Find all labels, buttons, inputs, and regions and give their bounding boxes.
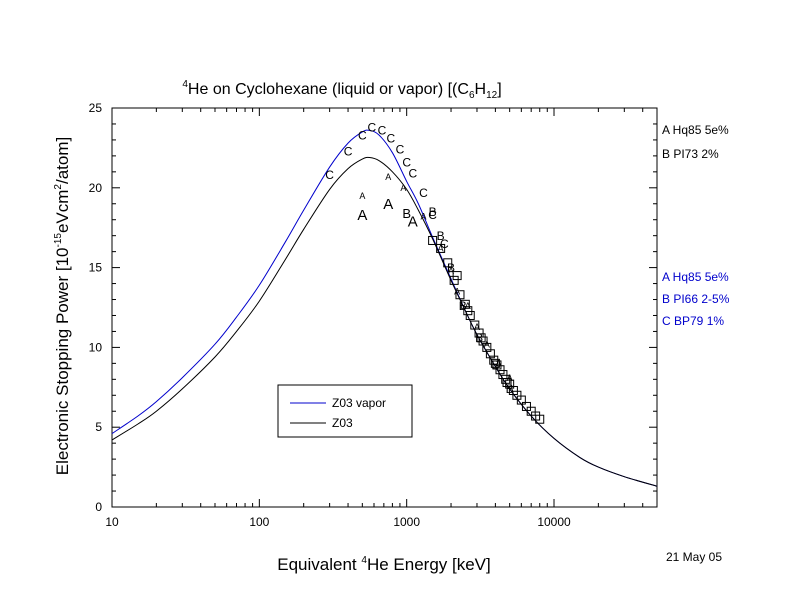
data-point-square xyxy=(521,401,531,411)
ylabel-exp1: -15 xyxy=(53,233,64,248)
ref-blue-b: B PI66 2-5% xyxy=(662,292,730,306)
data-point-b: B xyxy=(429,205,437,219)
title-isotope: 4 xyxy=(182,79,188,90)
title-end: ] xyxy=(497,81,501,98)
data-point-square xyxy=(485,349,495,359)
axis-ticks xyxy=(111,107,658,508)
y-tick-label: 15 xyxy=(89,261,103,275)
y-tick-label: 5 xyxy=(95,420,102,434)
xlabel-iso: 4 xyxy=(361,555,367,566)
data-point-c: C xyxy=(428,208,437,222)
ref-blue-a: A Hq85 5e% xyxy=(662,270,729,284)
legend-label-z03: Z03 xyxy=(332,416,353,430)
axis-tick-labels: 10 100 1000 10000 0 5 10 15 20 25 xyxy=(89,101,571,529)
data-point-square xyxy=(452,271,462,281)
x-tick-label: 10 xyxy=(105,515,119,529)
data-point-a: A xyxy=(420,212,426,222)
data-point-square xyxy=(490,358,500,368)
data-point-a: A xyxy=(408,214,418,231)
chart-title: 4He on Cyclohexane (liquid or vapor) [(C… xyxy=(182,79,501,101)
data-point-a: A xyxy=(448,266,454,276)
data-point-square xyxy=(465,310,475,320)
title-main: He on Cyclohexane (liquid or vapor) [(C xyxy=(188,81,469,98)
data-point-c: C xyxy=(440,237,449,251)
data-point-c: C xyxy=(408,167,417,181)
data-point-square xyxy=(535,414,545,424)
x-axis-label: Equivalent 4He Energy [keV] xyxy=(277,555,490,574)
data-point-a: A xyxy=(438,244,444,254)
data-point-square xyxy=(502,378,512,388)
data-point-b: B xyxy=(402,206,411,221)
data-point-a: A xyxy=(465,301,471,311)
y-tick-label: 20 xyxy=(89,181,103,195)
data-point-square xyxy=(455,290,465,300)
data-point-c: C xyxy=(402,155,411,169)
data-point-c: C xyxy=(358,128,367,142)
data-point-square xyxy=(460,299,470,309)
data-point-square xyxy=(492,360,502,370)
legend: Z03 vapor Z03 xyxy=(277,384,413,438)
data-point-a: A xyxy=(359,191,365,201)
data-point-square xyxy=(489,355,499,365)
data-point-a: A xyxy=(495,359,501,369)
ylabel-mid: eVcm xyxy=(53,190,72,233)
plot-frame xyxy=(111,107,658,508)
data-point-b: B xyxy=(459,299,467,313)
ref-black-b: B PI73 2% xyxy=(662,147,719,161)
legend-box xyxy=(277,384,413,438)
x-tick-label: 1000 xyxy=(393,515,420,529)
title-sub-6: 6 xyxy=(469,90,475,101)
legend-label-vapor: Z03 vapor xyxy=(332,396,386,410)
data-point-b: B xyxy=(437,229,445,243)
data-point-c: C xyxy=(325,168,334,182)
ref-blue-c: C BP79 1% xyxy=(662,314,724,328)
x-tick-label: 10000 xyxy=(537,515,571,529)
data-point-a: A xyxy=(385,172,391,182)
y-tick-label: 10 xyxy=(89,340,103,354)
data-point-square xyxy=(463,306,473,316)
y-axis-label: Electronic Stopping Power [10-15eVcm2/at… xyxy=(53,137,72,475)
data-point-square xyxy=(449,275,459,285)
data-point-square xyxy=(428,235,438,245)
data-point-b: B xyxy=(491,358,499,372)
data-point-square xyxy=(436,243,446,253)
data-point-c: C xyxy=(378,124,387,138)
data-point-c: C xyxy=(367,120,376,134)
data-point-square xyxy=(516,395,526,405)
data-point-a: A xyxy=(474,322,480,332)
date-stamp: 21 May 05 xyxy=(666,550,722,564)
data-point-a: A xyxy=(454,287,460,297)
y-tick-label: 0 xyxy=(95,500,102,514)
xlabel-post: He Energy [keV] xyxy=(367,555,491,574)
data-point-a: A xyxy=(383,196,393,213)
data-point-c: C xyxy=(344,144,353,158)
data-point-square xyxy=(495,365,505,375)
data-point-c: C xyxy=(396,143,405,157)
data-point-c: C xyxy=(419,186,428,200)
data-point-c: C xyxy=(386,132,395,146)
title-h: H xyxy=(475,81,487,98)
ylabel-main: Electronic Stopping Power [10 xyxy=(53,247,72,475)
x-tick-label: 100 xyxy=(249,515,269,529)
title-sub-12: 12 xyxy=(486,90,498,101)
ylabel-end: /atom] xyxy=(53,137,72,184)
data-point-square xyxy=(476,333,486,343)
data-point-a: A xyxy=(357,207,367,224)
xlabel-pre: Equivalent xyxy=(277,555,361,574)
data-point-square xyxy=(443,258,453,268)
y-tick-label: 25 xyxy=(89,101,103,115)
data-point-a: A xyxy=(400,183,406,193)
data-point-b: B xyxy=(447,261,455,275)
ylabel-exp2: 2 xyxy=(53,184,64,190)
ref-black-a: A Hq85 5e% xyxy=(662,123,729,137)
